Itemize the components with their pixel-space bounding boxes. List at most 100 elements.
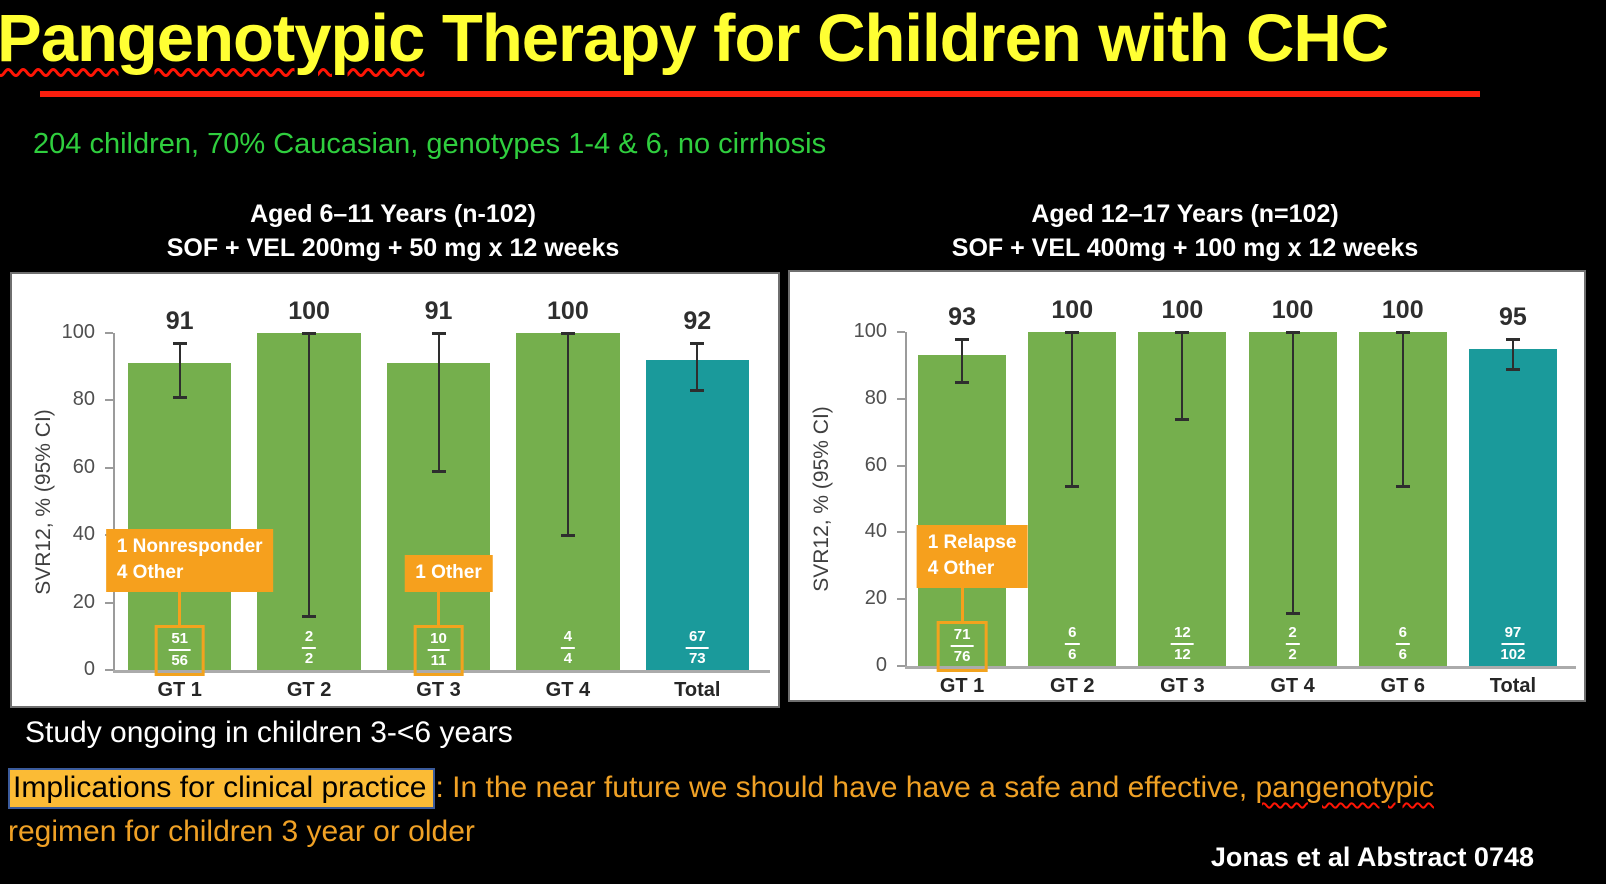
implications-line1: In the near future we should have have a… — [443, 771, 1256, 804]
y-tick-label-80: 80 — [864, 386, 887, 409]
y-tick-mark-100 — [105, 332, 113, 334]
y-axis-title: SVR12, % (95% CI) — [810, 406, 833, 592]
value-label-gt-3: 91 — [424, 297, 453, 325]
chart-panel-aged-6-11: 0 20 40 60 80 100 SVR12, % (95% CI) 91 GT 1 51 56 1… — [10, 272, 780, 708]
left-chart-regimen: SOF + VEL 200mg + 50 mg x 12 weeks — [166, 234, 620, 262]
fraction-gt-1: 51 56 — [168, 630, 192, 670]
y-tick-label-100: 100 — [853, 320, 887, 342]
error-bar-total — [1511, 338, 1514, 369]
error-bar-cap-top-gt-6 — [1395, 331, 1410, 334]
error-bar-cap-bottom-gt-3 — [1175, 417, 1190, 421]
error-bar-gt-4 — [566, 333, 569, 536]
value-label-total: 92 — [683, 307, 712, 336]
y-tick-mark-0 — [105, 669, 113, 671]
study-population-subtitle: 204 children, 70% Caucasian, genotypes 1… — [33, 128, 827, 160]
fraction-total: 67 73 — [685, 628, 709, 668]
fraction-box-gt-1: 71 76 — [936, 621, 988, 672]
left-chart-title: Aged 6–11 Years (n-102) — [250, 200, 536, 228]
x-label-gt-2: GT 2 — [286, 679, 332, 701]
value-label-gt-4: 100 — [1271, 296, 1314, 324]
fraction-gt-3: 10 11 — [427, 630, 450, 670]
callout-gt-3-line-1: 1 Other — [415, 562, 482, 583]
fraction-gt-1: 71 76 — [950, 626, 974, 666]
fraction-numerator-gt-2: 2 — [301, 628, 317, 649]
fraction-numerator-gt-2: 6 — [1065, 624, 1080, 645]
fraction-numerator-gt-3: 12 — [1171, 624, 1194, 645]
fraction-denominator-gt-1: 76 — [953, 648, 971, 665]
y-tick-label-100: 100 — [61, 321, 95, 343]
value-label-gt-6: 100 — [1381, 296, 1424, 324]
value-label-gt-4: 100 — [547, 297, 589, 325]
error-bar-total — [696, 343, 699, 391]
x-axis-baseline — [905, 666, 1576, 669]
error-bar-cap-top-total — [1505, 337, 1520, 341]
error-bar-cap-bottom-gt-6 — [1395, 484, 1410, 488]
bar-total — [645, 359, 750, 670]
x-label-gt-4: GT 4 — [1270, 675, 1315, 697]
callout-gt-1-line-2: 4 Other — [116, 562, 184, 583]
callout-connector-gt-3 — [437, 592, 440, 628]
error-bar-cap-bottom-gt-1 — [955, 381, 970, 385]
y-tick-label-20: 20 — [72, 590, 95, 613]
x-label-gt-1: GT 1 — [157, 679, 202, 701]
right-chart-regimen: SOF + VEL 400mg + 100 mg x 12 weeks — [951, 234, 1419, 262]
error-bar-gt-3 — [1181, 332, 1184, 419]
error-bar-cap-top-gt-2 — [302, 332, 317, 335]
fraction-denominator-gt-2: 2 — [304, 650, 314, 667]
x-label-total: Total — [674, 679, 721, 701]
right-chart-title: Aged 12–17 Years (n=102) — [1031, 200, 1339, 228]
fraction-numerator-total: 67 — [685, 628, 709, 649]
error-bar-cap-bottom-gt-1 — [172, 396, 187, 400]
y-tick-label-60: 60 — [72, 455, 95, 478]
left-chart-header: Aged 6–11 Years (n-102) SOF + VEL 200mg … — [10, 197, 776, 265]
fraction-denominator-gt-2: 6 — [1068, 646, 1077, 663]
value-label-gt-1: 91 — [165, 307, 194, 336]
error-bar-cap-top-gt-1 — [955, 337, 970, 341]
fraction-denominator-gt-3: 11 — [430, 652, 447, 669]
fraction-denominator-total: 73 — [688, 650, 706, 667]
y-tick-label-0: 0 — [83, 658, 95, 680]
fraction-box-gt-1: 51 56 — [154, 625, 206, 676]
callout-connector-gt-1 — [178, 592, 182, 628]
value-label-gt-2: 100 — [1051, 296, 1094, 324]
bar-total — [1468, 348, 1557, 666]
y-tick-mark-60 — [897, 464, 905, 467]
title-underline-rule — [40, 91, 1480, 97]
value-label-total: 95 — [1499, 302, 1527, 331]
error-bar-cap-bottom-total — [1505, 367, 1520, 371]
callout-gt-3: 1 Other — [404, 555, 493, 592]
y-tick-mark-100 — [897, 331, 905, 333]
fraction-denominator-gt-3: 12 — [1174, 646, 1191, 663]
x-label-gt-6: GT 6 — [1380, 675, 1425, 697]
y-axis-line — [113, 333, 115, 672]
fraction-numerator-gt-6: 6 — [1395, 624, 1410, 645]
y-tick-mark-40 — [897, 531, 905, 534]
error-bar-gt-2 — [1071, 332, 1074, 486]
error-bar-cap-top-gt-4 — [1285, 331, 1300, 334]
y-tick-label-40: 40 — [864, 520, 887, 543]
error-bar-cap-bottom-gt-4 — [1285, 611, 1300, 615]
error-bar-gt-1 — [961, 338, 964, 383]
error-bar-cap-top-gt-4 — [560, 332, 575, 335]
fraction-denominator-gt-1: 56 — [171, 652, 189, 669]
x-axis-baseline — [113, 670, 770, 673]
y-tick-mark-20 — [897, 598, 905, 601]
y-axis-line — [905, 332, 907, 668]
implications-line2: regimen for children 3 year or older — [8, 815, 475, 848]
fraction-numerator-gt-4: 4 — [560, 628, 576, 649]
fraction-gt-3: 12 12 — [1171, 624, 1194, 664]
y-tick-label-60: 60 — [864, 453, 887, 476]
y-axis-title: SVR12, % (95% CI) — [32, 408, 55, 595]
fraction-numerator-gt-3: 10 — [427, 630, 450, 651]
fraction-denominator-gt-6: 6 — [1398, 646, 1407, 663]
fraction-numerator-gt-1: 71 — [950, 626, 974, 647]
fraction-box-gt-3: 10 11 — [413, 625, 464, 676]
implications-highlight: Implications for clinical practice — [8, 768, 436, 809]
error-bar-gt-6 — [1401, 332, 1404, 486]
fraction-numerator-gt-4: 2 — [1285, 624, 1300, 645]
error-bar-cap-bottom-gt-2 — [302, 615, 317, 619]
